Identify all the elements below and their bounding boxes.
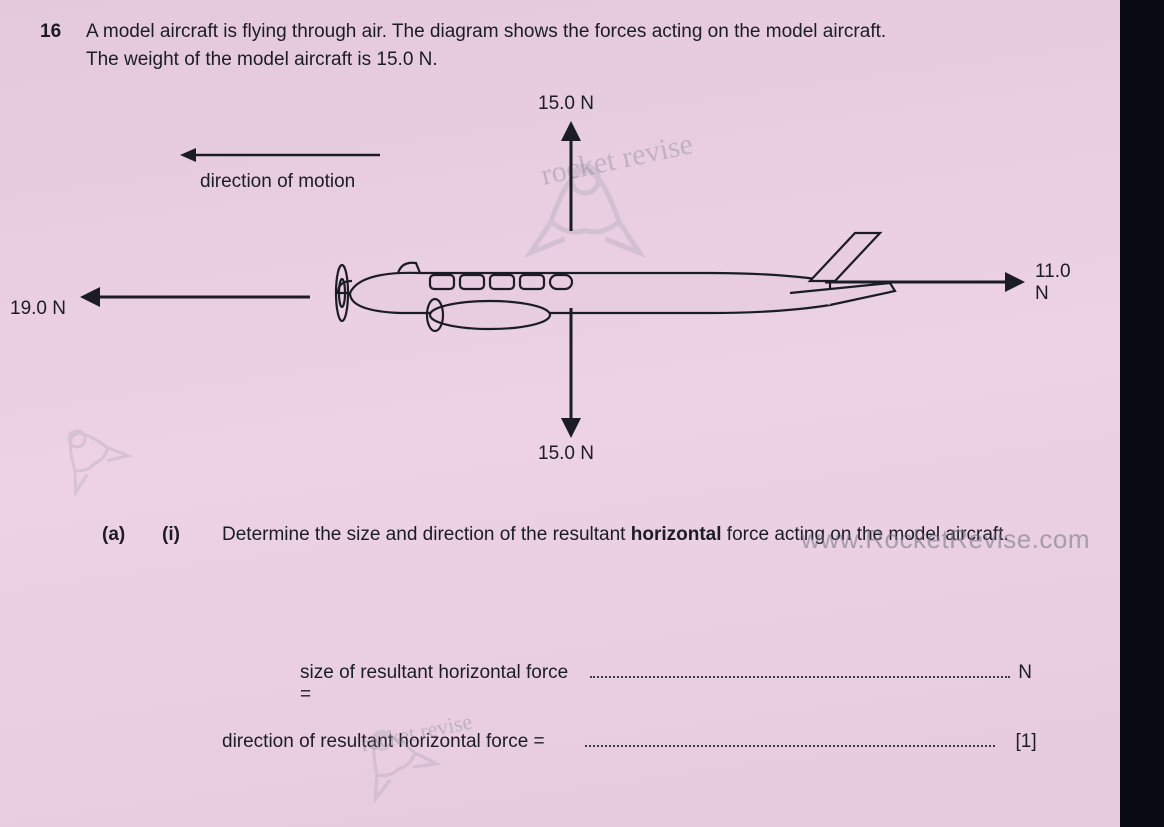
question-header: 16 A model aircraft is flying through ai… — [40, 18, 1080, 73]
size-label: size of resultant horizontal force = — [300, 662, 582, 706]
question-text: A model aircraft is flying through air. … — [86, 18, 1080, 73]
subquestion-text: Determine the size and direction of the … — [222, 521, 1080, 549]
force-arrow-down — [557, 308, 585, 438]
force-arrow-left — [80, 283, 310, 311]
marks: [1] — [1003, 731, 1037, 753]
answer-area: size of resultant horizontal force = N d… — [40, 659, 1080, 753]
motion-label: direction of motion — [200, 171, 355, 193]
force-label-down: 15.0 N — [538, 443, 594, 465]
force-label-up: 15.0 N — [538, 93, 594, 115]
part-label: (a) — [102, 521, 132, 549]
force-arrow-right — [825, 268, 1025, 296]
answer-direction-row: direction of resultant horizontal force … — [222, 728, 1080, 753]
question-line2: The weight of the model aircraft is 15.0… — [86, 49, 438, 70]
size-unit: N — [1018, 662, 1032, 684]
size-blank[interactable] — [590, 659, 1010, 678]
question-number: 16 — [40, 18, 68, 73]
question-line1: A model aircraft is flying through air. … — [86, 21, 886, 42]
url-watermark: www.RocketRevise.com — [801, 521, 1090, 559]
force-label-right: 11.0 N — [1035, 261, 1080, 305]
motion-arrow — [180, 143, 380, 167]
force-diagram: rocket revise direction of motion — [40, 83, 1080, 503]
force-label-left: 19.0 N — [10, 298, 66, 320]
direction-blank[interactable] — [585, 728, 995, 747]
subquestion-block: (a) (i) Determine the size and direction… — [40, 521, 1080, 549]
exam-page: 16 A model aircraft is flying through ai… — [0, 0, 1120, 827]
answer-size-row: size of resultant horizontal force = N — [300, 659, 1080, 706]
force-arrow-up — [557, 121, 585, 231]
subpart-label: (i) — [162, 521, 192, 549]
rocket-watermark-icon-2 — [10, 373, 149, 512]
direction-label: direction of resultant horizontal force … — [222, 731, 545, 753]
aircraft-drawing — [290, 223, 910, 363]
